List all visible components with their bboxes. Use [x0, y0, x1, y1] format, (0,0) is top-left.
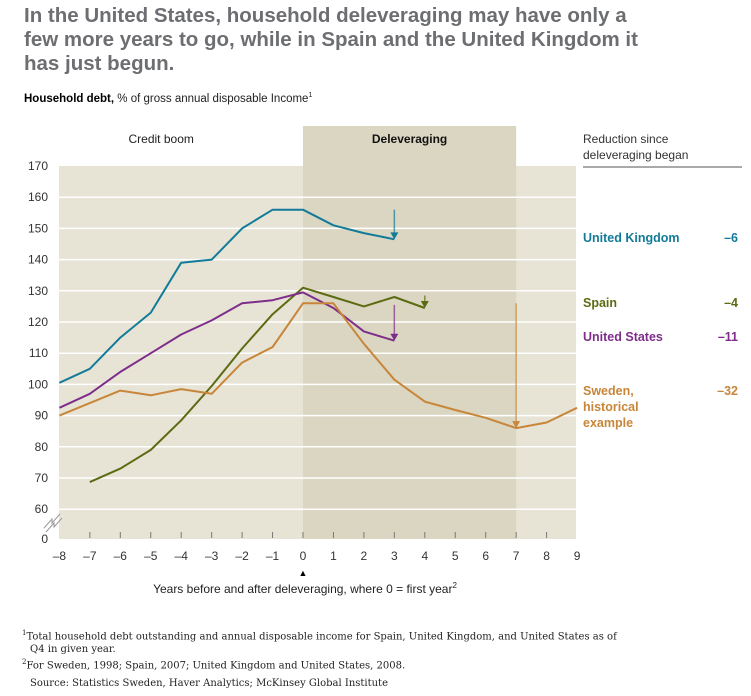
footnote-1-marker: 1: [22, 629, 27, 637]
legend: Reduction since deleveraging began United …: [583, 132, 742, 430]
series-sweden-historical-example: [59, 302, 578, 430]
x-axis-label-footnote-ref: 2: [452, 581, 457, 590]
series-line-spain: [89, 286, 426, 484]
legend-label-sweden-historical-example-2: historical: [583, 400, 639, 414]
x-tick-label-8: 8: [543, 549, 550, 563]
gridlines: [59, 196, 576, 510]
x-tick-label-0: 0: [300, 549, 307, 563]
y-tick-label-60: 60: [35, 502, 49, 516]
x-tick-label--8: –8: [53, 549, 67, 563]
x-tick-label--1: –1: [266, 549, 280, 563]
footnote-2: 2For Sweden, 1998; Spain, 2007; United K…: [22, 656, 662, 672]
legend-label-united-states: United States: [583, 330, 663, 344]
reduction-value-united-states: –11: [718, 330, 738, 344]
y-tick-label-160: 160: [28, 190, 48, 204]
plot-background: Credit boom Deleveraging: [59, 126, 576, 539]
reduction-arrow-head-icon: [512, 421, 521, 429]
reduction-arrow-head-icon: [420, 300, 429, 308]
region-label-deleveraging: Deleveraging: [372, 132, 447, 146]
y-tick-label-150: 150: [28, 221, 48, 235]
x-tick-label-2: 2: [361, 549, 368, 563]
footnotes: 1Total household debt outstanding and an…: [22, 627, 662, 690]
legend-label-sweden-historical-example-3: example: [583, 416, 633, 430]
deleveraging-region: [303, 126, 517, 539]
line-chart: Credit boom Deleveraging 0607080901001101…: [28, 126, 742, 596]
series-line-united-states: [58, 291, 395, 409]
footnote-1-text: Total household debt outstanding and ann…: [26, 631, 617, 643]
series-line-sweden-historical-example: [59, 302, 578, 430]
reduction-value-spain: –4: [724, 296, 738, 310]
footnote-1-continued: Q4 in given year.: [30, 644, 116, 656]
y-tick-label-100: 100: [28, 377, 48, 391]
x-tick-label-3: 3: [391, 549, 398, 563]
subtitle-footnote-ref: 1: [308, 92, 313, 99]
reduction-value-united-kingdom: –6: [724, 231, 738, 245]
reduction-value-sweden-historical-example: –32: [717, 384, 738, 398]
x-tick-label-7: 7: [513, 549, 520, 563]
y-tick-label-70: 70: [35, 471, 49, 485]
subtitle-bold: Household debt,: [24, 92, 115, 105]
x-tick-label-4: 4: [421, 549, 428, 563]
x-tick-label--2: –2: [235, 549, 249, 563]
x-tick-label--6: –6: [114, 549, 128, 563]
y-tick-label-140: 140: [28, 253, 48, 267]
x-tick-label-9: 9: [574, 549, 581, 563]
y-tick-label-170: 170: [28, 159, 48, 173]
x-tick-label-6: 6: [482, 549, 489, 563]
subtitle-rest: % of gross annual disposable Income: [117, 92, 309, 105]
series-united-states: [58, 291, 399, 409]
x-axis-label: Years before and after deleveraging, whe…: [153, 581, 457, 596]
series-united-kingdom: [58, 208, 399, 384]
footnote-1: 1Total household debt outstanding and an…: [22, 627, 662, 643]
legend-header-line-1: Reduction since: [583, 132, 669, 146]
x-tick-label--4: –4: [175, 549, 189, 563]
chart-title: In the United States, household delevera…: [24, 4, 638, 75]
legend-label-sweden-historical-example-1: Sweden,: [583, 384, 634, 398]
y-tick-label-110: 110: [29, 346, 48, 360]
chart-subtitle: Household debt, % of gross annual dispos…: [24, 92, 312, 105]
x-tick-label--5: –5: [144, 549, 158, 563]
reduction-arrow-head-icon: [390, 232, 399, 240]
x-tick-label-5: 5: [452, 549, 459, 563]
series-lines: [58, 208, 578, 484]
x-tick-label--3: –3: [205, 549, 219, 563]
series-spain: [89, 286, 429, 484]
source-note: Source: Statistics Sweden, Haver Analyti…: [30, 677, 388, 689]
footnote-2-marker: 2: [22, 658, 27, 667]
zero-marker-icon: ▲: [299, 568, 308, 578]
legend-header-line-2: deleveraging began: [583, 148, 688, 162]
axis-break-icon: [43, 513, 63, 533]
footnote-2-text: For Sweden, 1998; Spain, 2007; United Ki…: [26, 660, 406, 672]
x-tick-label--7: –7: [83, 549, 97, 563]
y-tick-label-120: 120: [28, 315, 48, 329]
y-tick-label-130: 130: [28, 284, 48, 298]
y-tick-label-90: 90: [35, 409, 49, 423]
x-tick-label-1: 1: [330, 549, 337, 563]
legend-label-united-kingdom: United Kingdom: [583, 231, 680, 245]
region-label-credit-boom: Credit boom: [129, 132, 194, 146]
series-line-united-kingdom: [58, 208, 395, 384]
y-tick-label-80: 80: [35, 440, 49, 454]
reduction-arrow-head-icon: [390, 333, 399, 341]
y-tick-label-0: 0: [41, 532, 48, 546]
legend-label-spain: Spain: [583, 296, 617, 310]
